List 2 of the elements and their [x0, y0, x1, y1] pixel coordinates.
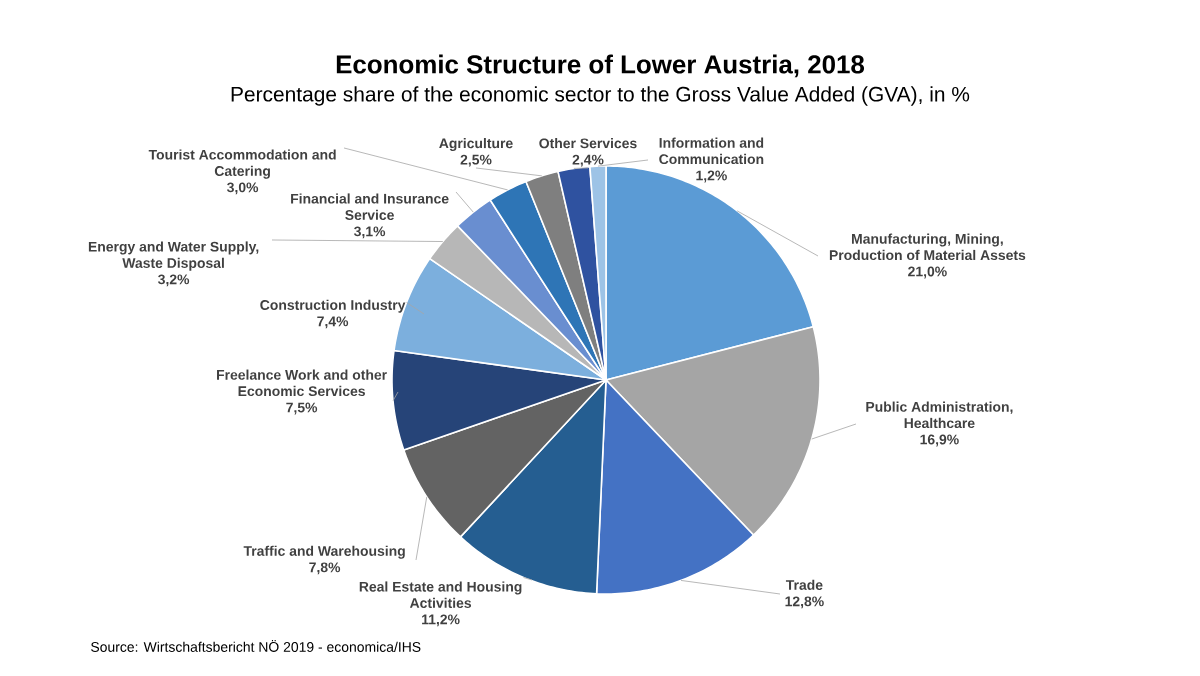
chart-title: Economic Structure of Lower Austria, 2018 [336, 54, 865, 78]
chart-subtitle: Percentage share of the economic sector to the Gross Value Added (GVA), in % [231, 86, 970, 106]
